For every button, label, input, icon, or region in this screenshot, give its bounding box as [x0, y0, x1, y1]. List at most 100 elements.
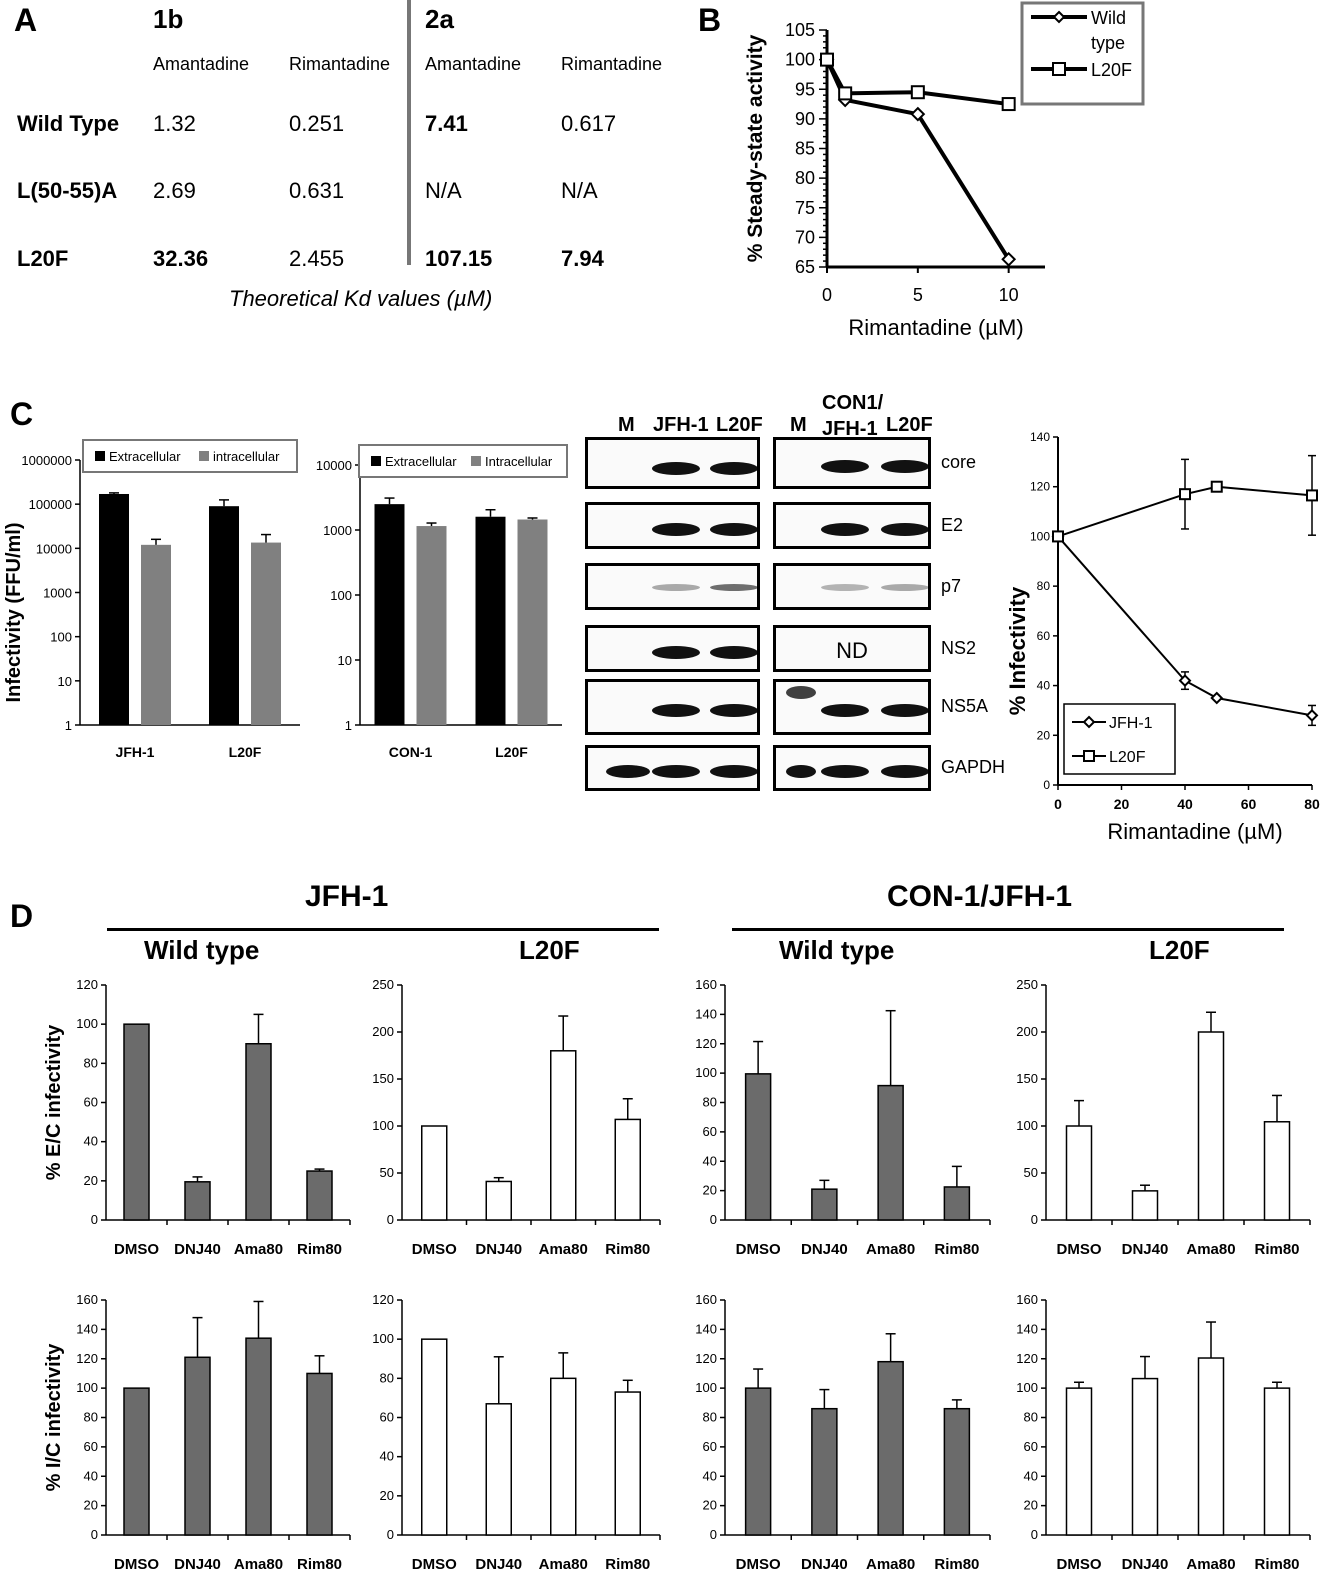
y-tick-label: 100: [695, 1380, 717, 1395]
blot-panel-left: [585, 745, 760, 791]
bar: [1197, 1357, 1225, 1536]
cell: 0.617: [561, 111, 617, 136]
blot-protein-label: p7: [941, 575, 962, 596]
chart-d-ic-jfh1-l20f: 0 20 40 60 80 100 120 DMSO DNJ40 Ama80 Rim80: [372, 1292, 661, 1573]
chart-c-infectivity-con1: 1 10 100 1000 10000 CON-1 L20F Extracellular Int…: [316, 444, 568, 760]
x-tick-label: 20: [1114, 796, 1130, 812]
x-category-label: Ama80: [234, 1556, 283, 1573]
y-tick-label: 50: [1024, 1165, 1038, 1180]
blot-band: [652, 583, 700, 591]
legend-swatch: [95, 451, 105, 461]
y-tick-label: 70: [795, 227, 815, 247]
bar: [744, 1073, 772, 1221]
series-line: [1057, 535, 1313, 717]
blot-band: [881, 765, 928, 778]
blot-protein-label: NS2: [941, 637, 977, 658]
y-tick-label: 10000: [36, 541, 72, 556]
chart-d-ic-con1-l20f: 0 20 40 60 80 100 120 140 160 DMSO DNJ40 Ama80 Rim80: [1016, 1292, 1311, 1573]
blot-protein-label: NS5A: [941, 696, 989, 716]
bar: [123, 1387, 150, 1536]
data-point: [1001, 97, 1016, 112]
cell: N/A: [425, 178, 462, 203]
blot-panel-right: [773, 679, 931, 735]
blot-band: [652, 704, 700, 717]
legend-label: intracellular: [213, 449, 280, 464]
bar: [306, 1170, 333, 1221]
y-tick-label: 80: [795, 168, 815, 188]
y-tick-label: 140: [695, 1006, 717, 1021]
x-category-label: DMSO: [1057, 1556, 1102, 1573]
y-tick-label: 200: [1016, 1024, 1038, 1039]
subtitle-l20f-1: L20F: [519, 935, 580, 965]
legend-marker: [1052, 62, 1066, 76]
y-tick-label: 1000: [43, 586, 72, 601]
bar: [1131, 1190, 1159, 1221]
bar: [306, 1372, 333, 1536]
blot-band: [881, 522, 928, 536]
blot-panel-left: [585, 625, 760, 672]
y-tick-label: 105: [785, 20, 815, 40]
legend-box: [358, 444, 568, 478]
x-category-label: CON-1: [389, 744, 433, 760]
bar: [877, 1084, 904, 1221]
y-tick-label: 100: [372, 1118, 394, 1133]
bar: [421, 1125, 448, 1221]
cell: N/A: [561, 178, 598, 203]
y-tick-label: 250: [1016, 977, 1038, 992]
x-category-label: Rim80: [605, 1241, 650, 1258]
bar: [123, 1023, 150, 1221]
bar: [811, 1407, 838, 1536]
blot-band: [821, 460, 869, 473]
row-label-l50-55a: L(50-55)A: [17, 178, 118, 203]
y-axis-label: % Steady-state activity: [744, 34, 767, 262]
y-tick-label: 120: [372, 1292, 394, 1307]
blot-band: [786, 765, 816, 778]
legend-marker: [1083, 750, 1095, 762]
y-tick-label: 100: [330, 588, 352, 603]
drug-header-3: Amantadine: [425, 54, 522, 74]
x-category-label: Ama80: [1186, 1556, 1235, 1573]
legend-marker: [1082, 715, 1096, 729]
y-tick-label: 140: [695, 1321, 717, 1336]
cell: 1.32: [153, 111, 196, 136]
x-category-label: L20F: [495, 744, 528, 760]
x-category-label: L20F: [229, 744, 262, 760]
y-tick-label: 100: [1030, 529, 1050, 543]
series-line: [1057, 485, 1313, 538]
cell: 0.631: [289, 178, 345, 203]
x-category-label: Rim80: [1254, 1556, 1299, 1573]
row-label-l20f: L20F: [17, 246, 69, 271]
y-tick-label: 20: [703, 1498, 717, 1513]
y-tick-label: 150: [372, 1071, 394, 1086]
y-tick-label: 90: [795, 109, 815, 129]
x-category-label: Rim80: [1254, 1241, 1299, 1258]
y-tick-label: 150: [1016, 1071, 1038, 1086]
chart-d-ec-jfh1-wt: 0 20 40 60 80 100 120 DMSO DNJ40 Ama80 Rim80 % E/C …: [43, 977, 351, 1258]
blot-band: [652, 462, 700, 475]
x-category-label: DNJ40: [475, 1241, 522, 1258]
legend-swatch: [371, 456, 381, 466]
bar: [1131, 1377, 1159, 1536]
y-tick-label: 20: [1037, 728, 1051, 742]
cell: 2.455: [289, 246, 345, 271]
y-tick-label: 120: [1030, 480, 1050, 494]
y-tick-label: 40: [84, 1468, 98, 1483]
y-tick-label: 100000: [29, 497, 72, 512]
x-axis-label: Rimantadine (µM): [848, 315, 1023, 340]
row-label-wild-type: Wild Type: [17, 111, 120, 136]
panel-c-letter: C: [10, 396, 34, 432]
x-category-label: Rim80: [297, 1241, 342, 1258]
x-category-label: Rim80: [297, 1556, 342, 1573]
bar: [1263, 1121, 1291, 1221]
group-title-jfh1: JFH-1: [305, 880, 389, 913]
y-tick-label: 20: [703, 1183, 717, 1198]
y-tick-label: 80: [84, 1055, 98, 1070]
bar: [877, 1360, 904, 1536]
blot-band: [821, 583, 869, 591]
genotype-divider: [407, 0, 411, 265]
y-tick-label: 50: [380, 1165, 394, 1180]
x-category-label: Ama80: [866, 1556, 915, 1573]
x-category-label: Rim80: [605, 1556, 650, 1573]
x-category-label: Ama80: [1186, 1241, 1235, 1258]
subtitle-l20f-2: L20F: [1149, 935, 1210, 965]
